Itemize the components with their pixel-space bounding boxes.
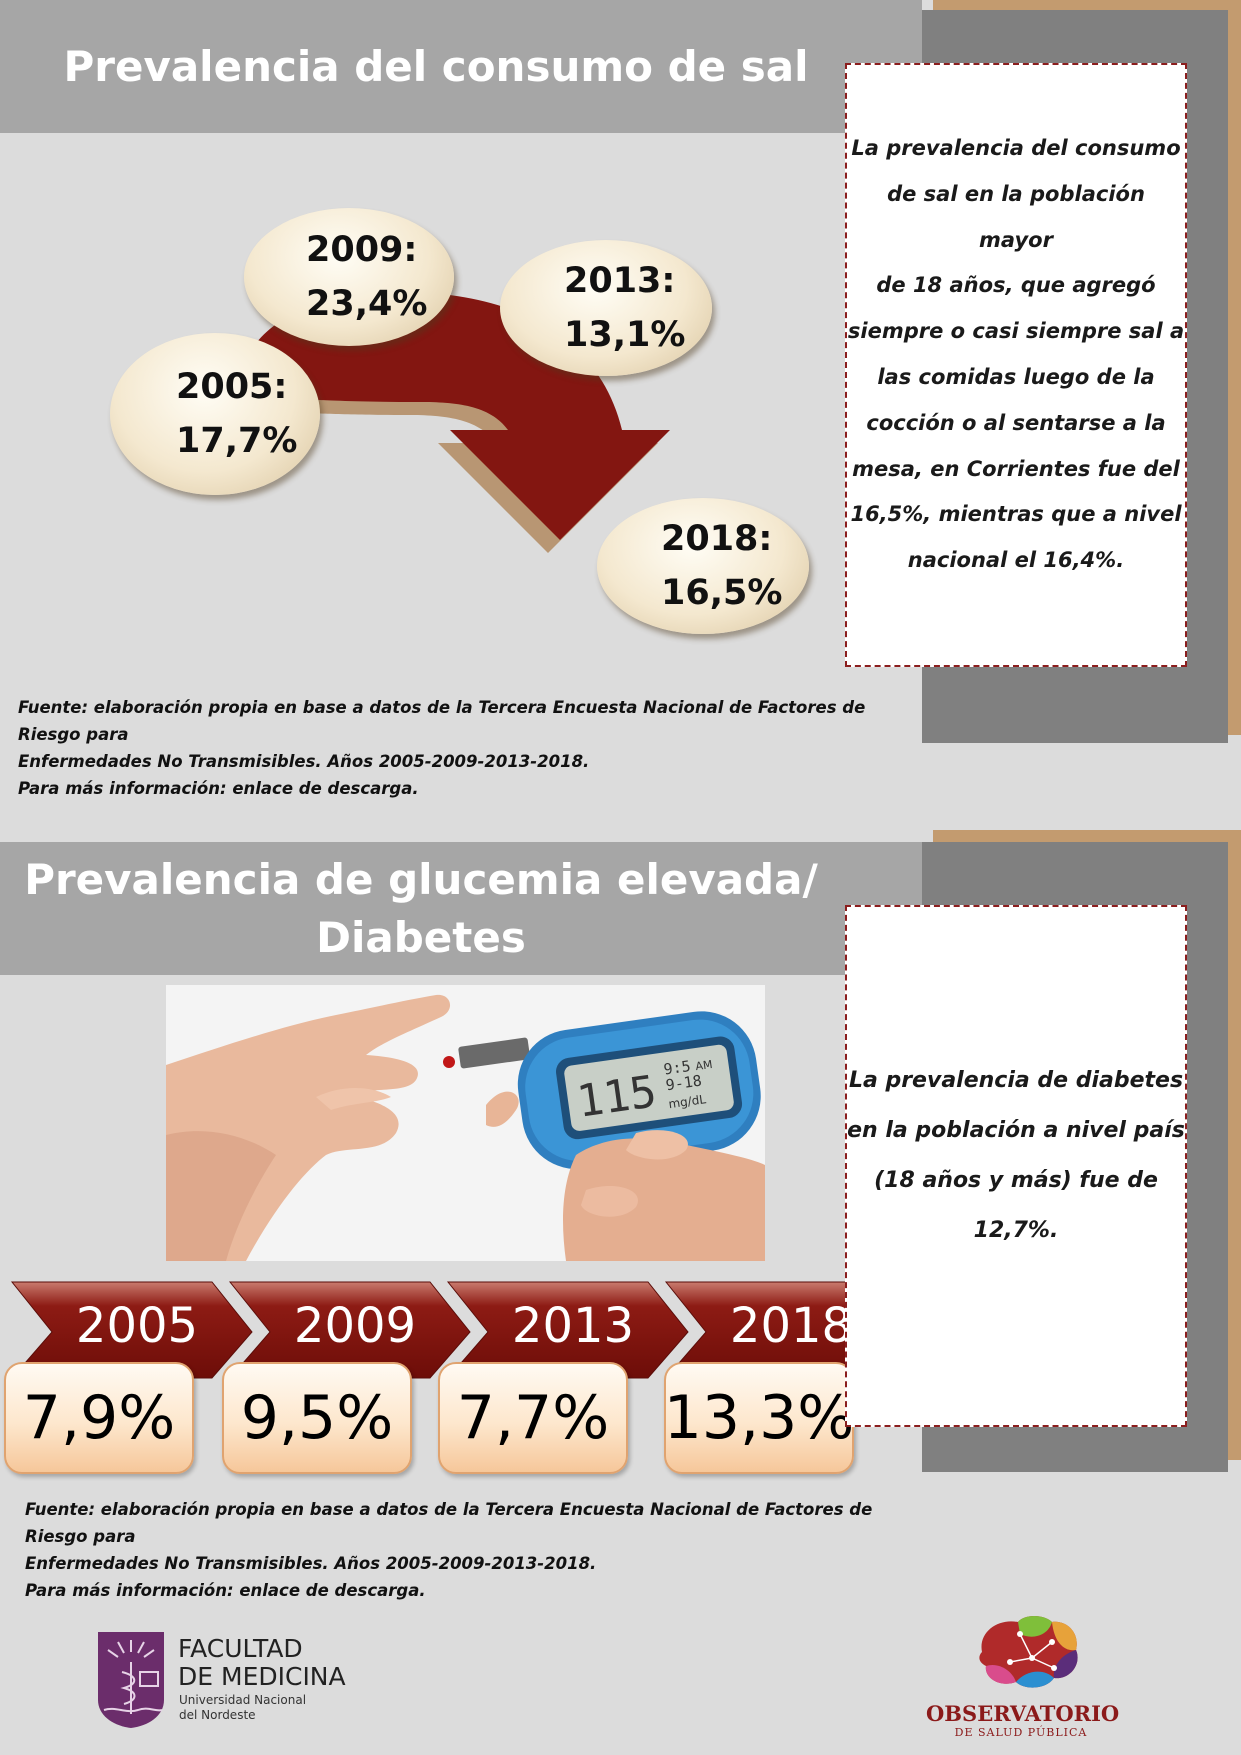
source-line: Para más información: enlace de descarga…	[25, 1581, 426, 1600]
section1-info-line: cocción o al sentarse a la	[866, 410, 1166, 435]
bubble-2013: 2013: 13,1%	[500, 240, 712, 376]
timeline-year-2013: 2013	[511, 1298, 635, 1354]
section1-info-line: las comidas luego de la	[877, 365, 1155, 389]
section1-source: Fuente: elaboración propia en base a dat…	[18, 694, 918, 802]
chevron-2005	[10, 1281, 253, 1379]
timeline-year-2018: 2018	[729, 1298, 853, 1354]
meter-am: AM	[695, 1058, 714, 1073]
section1-info-line: nacional el 16,4%.	[907, 548, 1125, 573]
timeline-value-2005: 7,9%	[4, 1362, 194, 1474]
source-line: Fuente: elaboración propia en base a dat…	[18, 698, 866, 744]
bubble-2018-year: 2018:	[661, 519, 773, 559]
bubble-2009-value: 23,4%	[306, 284, 428, 324]
bubble-2005-value: 17,7%	[176, 421, 298, 461]
section2-info-text: La prevalencia de diabetes en la poblaci…	[847, 1056, 1185, 1256]
section2-info-line: en la población a nivel país	[847, 1118, 1185, 1143]
meter-reading: 115	[574, 1066, 660, 1128]
section2-title-band: Prevalencia de glucemia elevada/ Diabete…	[0, 842, 922, 975]
meter-small2: 9-18	[665, 1072, 703, 1095]
facultad-medicina-logo: FACULTAD DE MEDICINA Universidad Naciona…	[98, 1632, 378, 1730]
section1-info-line: siempre o casi siempre sal a	[847, 319, 1185, 344]
glucometer-photo: 115 9:5 AM 9-18 mg/dL	[166, 985, 765, 1261]
section1-title: Prevalencia del consumo de sal	[63, 42, 809, 91]
timeline-year-2005: 2005	[75, 1298, 199, 1354]
section2-info-line: La prevalencia de diabetes	[848, 1068, 1184, 1093]
bubble-2018-value: 16,5%	[661, 573, 783, 613]
facultad-line2: DE MEDICINA	[178, 1662, 346, 1691]
facultad-shield-icon	[98, 1632, 164, 1728]
bubble-2018: 2018: 16,5%	[597, 498, 809, 634]
source-line: Enfermedades No Transmisibles. Años 2005…	[25, 1554, 597, 1573]
bubble-2013-value: 13,1%	[564, 315, 686, 355]
timeline-year-2009: 2009	[293, 1298, 417, 1354]
section2-info-box: La prevalencia de diabetes en la poblaci…	[845, 905, 1187, 1427]
timeline-value-2009: 9,5%	[222, 1362, 412, 1474]
bubble-2009-year: 2009:	[306, 230, 418, 270]
observatorio-brain-icon	[979, 1616, 1078, 1688]
bubble-2005: 2005: 17,7%	[110, 333, 320, 495]
facultad-line3: Universidad Nacional	[179, 1693, 307, 1707]
bubble-2005-year: 2005:	[176, 367, 288, 407]
section1-info-line: La prevalencia del consumo	[851, 136, 1181, 161]
timeline-value-2018: 13,3%	[664, 1362, 854, 1474]
meter-unit: mg/dL	[668, 1092, 708, 1111]
chevron-2009	[228, 1281, 471, 1379]
section1-info-box: La prevalencia del consumo de sal en la …	[845, 63, 1187, 667]
section1-title-band: Prevalencia del consumo de sal	[0, 0, 922, 133]
source-line: Enfermedades No Transmisibles. Años 2005…	[18, 752, 590, 771]
section1-info-line: mesa, en Corrientes fue del	[852, 456, 1180, 481]
observatorio-logo: OBSERVATORIO DE SALUD PÚBLICA	[920, 1610, 1120, 1739]
section1-info-line: de 18 años, que agregó	[876, 273, 1156, 298]
observatorio-line2: DE SALUD PÚBLICA	[954, 1726, 1088, 1739]
facultad-line1: FACULTAD	[178, 1634, 303, 1663]
section1-info-line: 16,5%, mientras que a nivel	[850, 502, 1182, 527]
chevron-2013	[446, 1281, 689, 1379]
section1-info-text: La prevalencia del consumo de sal en la …	[847, 126, 1185, 584]
timeline-value-2013: 7,7%	[438, 1362, 628, 1474]
section2-info-line: 12,7%.	[973, 1218, 1059, 1243]
meter-small1: 9:5	[662, 1057, 691, 1079]
facultad-line4: del Nordeste	[179, 1708, 256, 1722]
section2-source: Fuente: elaboración propia en base a dat…	[25, 1496, 925, 1604]
observatorio-line1: OBSERVATORIO	[926, 1701, 1120, 1726]
source-line: Fuente: elaboración propia en base a dat…	[25, 1500, 873, 1546]
section2-title-line2: Diabetes	[316, 912, 526, 962]
section1-info-line: de sal en la población mayor	[887, 181, 1145, 252]
bubble-2009: 2009: 23,4%	[244, 208, 454, 346]
source-line: Para más información: enlace de descarga…	[18, 779, 419, 798]
blood-drop-icon	[443, 1056, 455, 1068]
section2-title-line1: Prevalencia de glucemia elevada/	[24, 854, 818, 904]
bubble-2013-year: 2013:	[564, 261, 676, 301]
section2-info-line: (18 años y más) fue de	[874, 1168, 1158, 1193]
